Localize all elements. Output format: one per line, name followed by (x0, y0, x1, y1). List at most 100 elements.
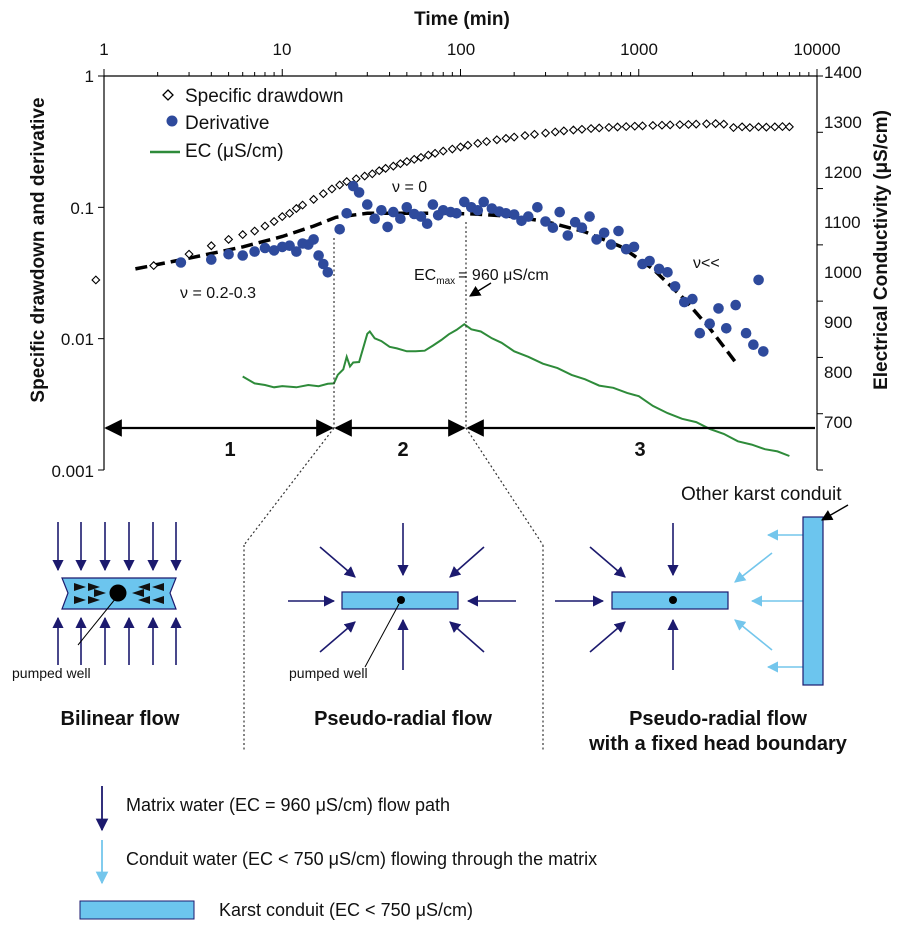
derivative-point (554, 206, 565, 218)
panel-fixed-head-title-1: Pseudo-radial flow (629, 708, 807, 730)
derivative-point (758, 346, 769, 357)
conduit-arrows (734, 529, 803, 673)
derivative-point (249, 246, 260, 257)
drawdown-point (559, 126, 569, 136)
drawdown-point (395, 159, 405, 169)
drawdown-point (711, 119, 721, 129)
derivative-point (334, 224, 346, 235)
drawdown-point (719, 119, 729, 129)
region-dividers (243, 222, 544, 752)
derivative-point (259, 242, 271, 254)
drawdown-point (402, 157, 412, 167)
x-tick-label: 1 (99, 40, 108, 59)
drawdown-point (594, 123, 604, 133)
derivative-point (341, 208, 353, 219)
drawdown-point (430, 148, 440, 158)
divider-line (465, 427, 544, 546)
chart: Time (min) Specific drawdown and derivat… (28, 9, 892, 752)
derivative-point (369, 213, 381, 224)
derivative-point (395, 213, 406, 224)
derivative-point (291, 246, 302, 257)
derivative-point (576, 222, 588, 233)
derivative-point (662, 267, 673, 278)
drawdown-point (184, 249, 194, 259)
matrix-arrows (555, 523, 679, 670)
drawdown-point (691, 119, 701, 129)
slope-mid-label: ν = 0 (392, 179, 427, 196)
y-tick-label: 0.01 (61, 330, 94, 349)
x-tick-label: 10 (273, 40, 292, 59)
panel-pseudo-radial: pumped well Pseudo-radial flow (288, 523, 516, 730)
pumped-well-dot (109, 584, 127, 602)
legend-marker-derivative (166, 115, 178, 127)
derivative-point (687, 293, 698, 305)
legend-marker-drawdown (162, 89, 174, 101)
panel-bilinear-title: Bilinear flow (61, 708, 180, 730)
other-karst-conduit (802, 516, 824, 686)
derivative-point (644, 255, 655, 267)
drawdown-point (285, 208, 295, 218)
y2-tick-label: 1000 (824, 263, 862, 282)
inner-arrow (88, 583, 100, 591)
derivative-point (472, 205, 484, 216)
panel-fixed-head: Other karst conduit Pseudo-radial flow w… (555, 484, 849, 755)
derivative-point (427, 199, 439, 210)
region-1-label: 1 (224, 439, 235, 461)
drawdown-point (238, 230, 248, 240)
bilinear-inner-arrows (74, 583, 164, 604)
other-conduit-arrow (821, 504, 849, 521)
derivative-point (223, 248, 234, 260)
drawdown-point (665, 120, 675, 130)
matrix-arrow (589, 621, 626, 653)
drawdown-point (269, 216, 279, 227)
drawdown-point (388, 161, 398, 171)
drawdown-point (291, 203, 301, 214)
ec-max-subscript: max (436, 276, 455, 287)
x-tick-label: 10000 (793, 40, 840, 59)
drawdown-point (550, 127, 560, 137)
y-tick-label: 1 (85, 67, 94, 86)
derivative-point (721, 323, 732, 334)
y2-tick-label: 1100 (824, 213, 861, 232)
derivative-point (523, 211, 534, 222)
derivative-point (679, 296, 690, 308)
y2-tick-label: 1400 (824, 63, 862, 82)
derivative-point (748, 339, 759, 351)
drawdown-point (224, 234, 234, 244)
matrix-arrow (449, 621, 485, 653)
derivative-point (605, 239, 617, 250)
derivative-point (237, 250, 248, 261)
drawdown-point (423, 150, 433, 160)
slope-late-label: ν<< (693, 255, 720, 272)
panel-fixed-head-title-2: with a fixed head boundary (588, 733, 848, 755)
y-tick-label: 0.1 (70, 199, 94, 218)
derivative-point (540, 216, 551, 227)
drawdown-point (318, 189, 328, 199)
other-conduit-label: Other karst conduit (681, 484, 842, 505)
drawdown-point (761, 122, 771, 132)
derivative-point (694, 327, 706, 339)
divider-line (243, 427, 335, 546)
drawdown-point (360, 171, 370, 181)
drawdown-point (438, 146, 448, 156)
drawdown-point (481, 136, 492, 147)
derivative-point (268, 245, 280, 256)
key-conduit-swatch (79, 900, 195, 920)
drawdown-point (409, 154, 419, 164)
slope-early-label: ν = 0.2-0.3 (180, 285, 256, 302)
inner-arrow (94, 589, 106, 597)
ec-max-arrow (469, 282, 492, 297)
derivative-point (353, 187, 365, 198)
ec-max-value: = 960 μS/cm (458, 267, 549, 284)
pumped-well-leader (364, 603, 400, 668)
panel-pseudo-radial-title: Pseudo-radial flow (314, 708, 492, 730)
derivative-point (753, 274, 764, 286)
y2-tick-label: 900 (824, 313, 852, 332)
drawdown-point (621, 121, 631, 132)
x-tick-label: 1000 (620, 40, 658, 59)
inner-arrow (152, 596, 164, 604)
axes-frame (98, 69, 823, 471)
drawdown-point (416, 152, 426, 162)
derivative-point (653, 263, 665, 275)
